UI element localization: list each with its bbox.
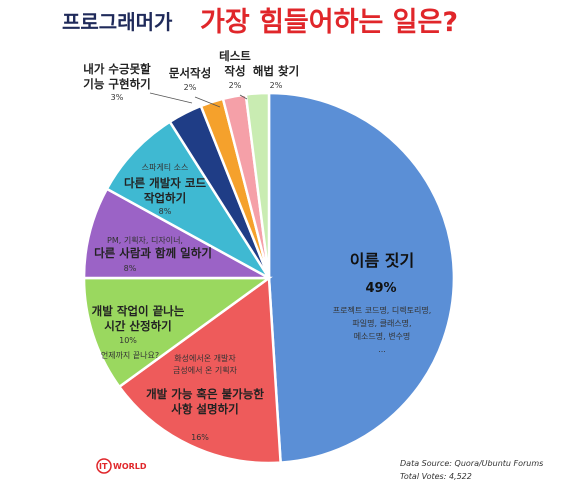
pie-slice-9 (244, 91, 271, 279)
slice-label-4-line-1: 다른 사람과 함께 일하기 (94, 246, 212, 260)
chart-title-part1: 프로그래머가 (62, 10, 173, 34)
itworld-logo: IT WORLD (96, 458, 147, 474)
slice-note-1-3: 메소드명, 변수명 (354, 331, 411, 341)
pie-slices (82, 91, 456, 465)
slice-label-8-line-2: 작성 (224, 64, 245, 78)
slice-note-1-4: ... (378, 345, 386, 354)
slice-note-2-2: 금성에서 온 기획자 (173, 365, 238, 375)
slice-label-1: 이름 짓기 (350, 251, 414, 270)
pie-slice-4 (82, 187, 270, 280)
data-source-label: Data Source: Quora/Ubuntu Forums (400, 459, 543, 468)
slice-pct-6: 3% (111, 93, 124, 102)
total-votes-label: Total Votes: 4,522 (400, 472, 472, 481)
slice-label-5-line-1: 다른 개발자 코드 (124, 176, 206, 190)
slice-label-3-line-2: 시간 산정하기 (104, 319, 171, 333)
slice-pct-2: 16% (191, 433, 209, 442)
slice-note-1-1: 프로젝트 코드명, 디렉토리명, (333, 305, 432, 315)
slice-label-9-line-1: 해법 찾기 (253, 64, 299, 78)
slice-pct-1: 49% (365, 281, 396, 296)
slice-label-7-line-1: 문서작성 (169, 66, 211, 80)
slice-label-5-line-2: 작업하기 (144, 191, 186, 205)
logo-mark: IT (99, 462, 108, 471)
slice-pct-7: 2% (184, 83, 197, 92)
slice-label-2-line-2: 사항 설명하기 (171, 402, 238, 416)
slice-note-4-1: PM, 기획자, 디자이너, (107, 235, 183, 245)
slice-pct-9: 2% (270, 81, 283, 90)
slice-note-2-1: 화성에서온 개발자 (174, 353, 236, 363)
pie-slice-1 (267, 91, 456, 464)
pie-slice-2 (117, 275, 282, 465)
leader-line-8 (239, 94, 248, 100)
logo-text: WORLD (113, 462, 147, 471)
slice-label-3-line-1: 개발 작업이 끝나는 (92, 304, 185, 318)
slice-note-5-1: 스파게티 소스 (142, 162, 189, 172)
pie-slice-5 (105, 120, 271, 280)
leader-line-6 (149, 92, 193, 104)
logo-circle-icon (96, 458, 112, 474)
chart-title-part2: 가장 힘들어하는 일은? (200, 7, 458, 38)
slice-note-1-2: 파일명, 클래스명, (352, 318, 411, 328)
slice-pct-4: 8% (124, 264, 137, 273)
pie-slice-3 (82, 276, 273, 389)
leader-line-7 (194, 96, 221, 108)
pie-labels: 프로젝트 코드명, 디렉토리명, 파일명, 클래스명, 메소드명, 변수명... 이름… (83, 49, 431, 442)
slice-label-6-line-1: 내가 수긍못할 (83, 62, 151, 76)
slice-pct-3: 10% (119, 336, 137, 345)
slice-label-6-line-2: 기능 구현하기 (83, 77, 150, 91)
slice-label-8-line-1: 테스트 (219, 49, 251, 63)
slice-pct-5: 8% (159, 207, 172, 216)
slice-pct-8: 2% (229, 81, 242, 90)
slice-label-2-line-1: 개발 가능 혹은 불가능한 (146, 387, 264, 401)
slice-note-3-1: 언제까지 끝나요? (101, 350, 159, 360)
